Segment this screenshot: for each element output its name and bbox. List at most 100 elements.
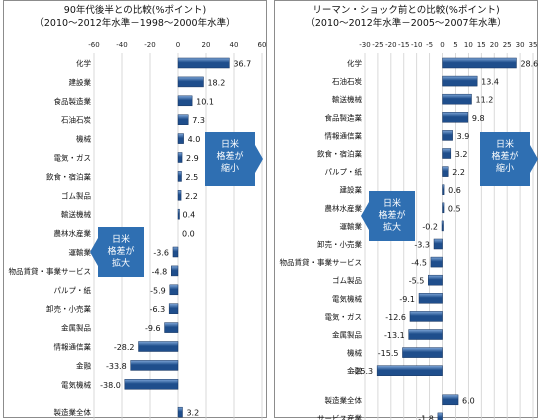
category-label: 物品賃貸・事業サービス xyxy=(9,266,92,276)
callout-label: 日米 xyxy=(221,138,239,150)
category-label: 建設業 xyxy=(69,77,92,87)
bar xyxy=(177,208,180,220)
data-label: 0.5 xyxy=(448,204,461,213)
bar xyxy=(177,76,204,88)
bar xyxy=(402,347,443,358)
bar xyxy=(433,238,443,250)
bar xyxy=(437,412,443,420)
category-label: 石油石炭 xyxy=(332,76,362,86)
category-label: 金融 xyxy=(347,366,362,376)
bar xyxy=(177,95,193,107)
category-label: パルプ・紙 xyxy=(54,285,92,295)
data-label: 2.2 xyxy=(452,168,465,177)
x-tick-label: -25 xyxy=(372,41,383,49)
x-tick-label: 40 xyxy=(230,41,239,49)
data-label: -33.8 xyxy=(106,362,127,371)
callout-label: 日米 xyxy=(112,233,130,245)
bar xyxy=(168,303,179,314)
data-label: -3.3 xyxy=(414,241,430,250)
data-label: -6.3 xyxy=(150,305,166,314)
bar xyxy=(428,274,443,286)
category-label: 金属製品 xyxy=(332,330,362,340)
chart-title: リーマン・ショック前との比較(%ポイント) xyxy=(312,5,500,16)
category-label: サービス産業 xyxy=(317,413,362,420)
bar xyxy=(442,166,449,177)
bar xyxy=(442,394,459,406)
chart-panel-left: 90年代後半との比較(%ポイント) （2010～2012年水準－1998～200… xyxy=(3,0,267,420)
bar xyxy=(171,265,179,277)
data-label: -0.2 xyxy=(422,222,438,231)
bar xyxy=(177,57,230,69)
category-label: 情報通信業 xyxy=(325,130,363,140)
bar xyxy=(442,57,517,69)
bar xyxy=(409,311,443,322)
category-label: 石油石炭 xyxy=(61,115,91,125)
category-label: 電気機械 xyxy=(332,293,362,303)
data-label: 10.1 xyxy=(196,97,214,106)
callout-label: 拡大 xyxy=(383,221,401,233)
chart-subtitle: （2010～2012年水準－1998～2000年水準） xyxy=(34,18,236,29)
category-label: 機械 xyxy=(76,134,91,144)
callout-label: 縮小 xyxy=(221,162,239,174)
data-label: 36.7 xyxy=(233,60,251,69)
category-label: 食品製造業 xyxy=(54,96,92,106)
data-label: -3.6 xyxy=(153,249,169,258)
category-label: 飲食・宿泊業 xyxy=(46,171,91,181)
x-tick-label: -5 xyxy=(426,41,433,49)
callout-label: 日米 xyxy=(496,138,514,150)
data-label: -38.0 xyxy=(100,381,121,390)
data-label: 0.0 xyxy=(182,230,195,239)
category-label: 化学 xyxy=(76,58,91,68)
category-label: 電気・ガス xyxy=(54,153,92,163)
callout-arrow-left xyxy=(361,191,415,241)
category-label: 化学 xyxy=(347,58,362,68)
category-label: 運輸業 xyxy=(69,247,92,257)
bar xyxy=(172,246,179,258)
data-label: -25.3 xyxy=(352,367,373,376)
data-label: 2.9 xyxy=(186,154,199,163)
chart-panel-right: リーマン・ショック前との比較(%ポイント) （2010～2012年水準－2005… xyxy=(274,0,538,420)
bar-chart-right: -30 -25 -20 -15 -10 -5 0 5 10 15 20 25 30 35 化学 28.6 石油石… xyxy=(280,41,538,420)
bar xyxy=(408,329,443,340)
callout-arrow-right xyxy=(205,132,263,186)
x-tick-label: 20 xyxy=(490,41,499,49)
data-label: 11.2 xyxy=(475,96,493,105)
x-tick-label: 0 xyxy=(440,41,444,49)
x-tick-label: 60 xyxy=(258,41,267,49)
bar xyxy=(130,360,179,371)
data-label: 2.5 xyxy=(186,173,199,182)
category-label: 卸売・小売業 xyxy=(46,304,91,314)
data-label: -1.8 xyxy=(418,414,434,420)
bar xyxy=(418,293,443,304)
category-label: 農林水産業 xyxy=(54,228,92,238)
data-label: -15.5 xyxy=(378,349,399,358)
category-label: 食品製造業 xyxy=(325,112,363,122)
category-label: 飲食・宿泊業 xyxy=(317,149,362,159)
bar xyxy=(177,133,184,144)
category-label: 情報通信業 xyxy=(54,342,92,352)
x-tick-label: -60 xyxy=(88,41,99,49)
data-label: 3.2 xyxy=(186,409,199,418)
data-label: 28.6 xyxy=(520,60,538,69)
category-label: 機械 xyxy=(347,348,362,358)
data-label: 13.4 xyxy=(481,78,499,87)
bar xyxy=(376,365,443,376)
callout-label: 格差が xyxy=(216,150,243,162)
bar xyxy=(138,341,179,352)
bar xyxy=(442,112,469,123)
category-label: 製造業全体 xyxy=(54,407,92,417)
category-label: 金属製品 xyxy=(61,323,91,333)
x-tick-label: 10 xyxy=(464,41,473,49)
bar-chart-left: -60 -40 -20 0 20 40 60 化学 36.7 建設業 18.2 食品製造業 10.1 石油… xyxy=(9,41,267,420)
x-tick-label: -10 xyxy=(411,41,422,49)
x-tick-label: -20 xyxy=(385,41,396,49)
callout-label: 縮小 xyxy=(496,162,514,174)
bar xyxy=(177,171,182,182)
data-label: 3.9 xyxy=(457,132,470,141)
data-label: -13.1 xyxy=(384,331,405,340)
x-tick-label: 35 xyxy=(529,41,538,49)
category-label: 製造業全体 xyxy=(325,395,363,405)
bar xyxy=(177,152,183,163)
x-tick-label: -15 xyxy=(398,41,409,49)
chart-title: 90年代後半との比較(%ポイント) xyxy=(63,5,207,16)
